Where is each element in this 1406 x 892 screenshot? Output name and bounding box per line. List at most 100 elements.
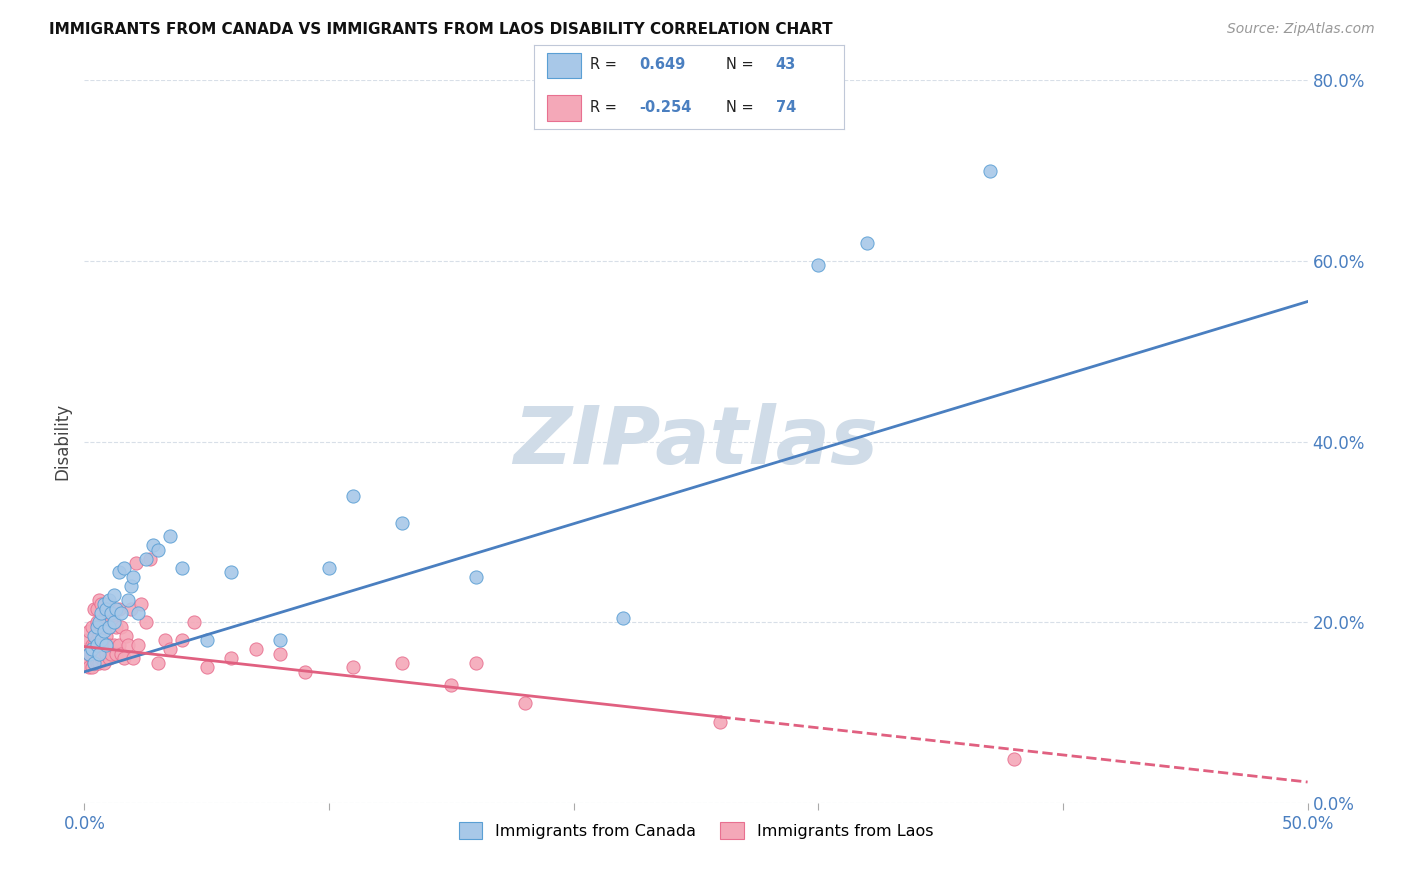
Point (77, 660, 100, 674)
Point (219, 651, 242, 665)
Point (77, 624, 100, 639)
Point (294, 665, 316, 679)
Point (83, 656, 105, 670)
Point (103, 588, 125, 602)
Point (80, 660, 103, 674)
Point (87, 629, 110, 643)
Point (159, 642, 181, 657)
Point (100, 606, 122, 620)
Text: R =: R = (591, 57, 617, 72)
Point (90, 624, 112, 639)
Point (440, 678, 463, 692)
Point (269, 647, 291, 661)
Point (125, 557, 148, 571)
Point (97, 638, 120, 652)
Point (86, 615, 108, 630)
Point (110, 620, 132, 634)
Point (172, 633, 194, 648)
Point (80, 647, 103, 661)
Point (342, 660, 364, 674)
Point (90, 597, 112, 611)
Point (159, 529, 181, 543)
Point (117, 592, 139, 607)
Point (100, 647, 122, 661)
Point (83, 647, 105, 661)
Point (117, 638, 139, 652)
Point (93, 624, 115, 639)
Point (93, 656, 115, 670)
Point (807, 259, 830, 273)
Point (103, 615, 125, 630)
Point (77, 647, 100, 661)
Text: 43: 43 (776, 57, 796, 72)
Point (97, 620, 120, 634)
Point (120, 601, 142, 615)
Point (86, 642, 108, 657)
Point (90, 638, 112, 652)
Text: N =: N = (725, 57, 754, 72)
Bar (547, 54, 581, 78)
Point (391, 656, 413, 670)
Point (86, 638, 108, 652)
Point (105, 647, 128, 661)
Point (709, 714, 731, 729)
Point (112, 651, 135, 665)
Point (100, 615, 122, 630)
Point (856, 235, 879, 250)
Point (112, 561, 135, 575)
Point (93, 597, 115, 611)
Point (269, 633, 291, 648)
Point (87, 592, 110, 607)
Point (103, 615, 125, 630)
Point (142, 538, 165, 552)
Text: -0.254: -0.254 (640, 100, 692, 115)
Point (122, 651, 145, 665)
Point (146, 542, 169, 557)
Point (90, 606, 112, 620)
Bar (547, 95, 581, 120)
Point (342, 489, 364, 503)
Y-axis label: Disability: Disability (53, 403, 72, 480)
Point (86, 601, 108, 615)
Point (127, 638, 149, 652)
Point (96, 629, 118, 643)
Point (146, 656, 169, 670)
Point (979, 163, 1001, 178)
Point (135, 615, 157, 630)
Point (464, 656, 486, 670)
Point (97, 651, 120, 665)
Point (83, 638, 105, 652)
Point (80, 642, 103, 657)
Point (86, 633, 108, 648)
Point (139, 552, 162, 566)
Point (90, 651, 112, 665)
Point (318, 561, 340, 575)
Point (105, 601, 128, 615)
Point (127, 606, 149, 620)
Point (103, 638, 125, 652)
Text: N =: N = (725, 100, 754, 115)
Point (93, 615, 115, 630)
Point (115, 629, 138, 643)
Point (107, 638, 129, 652)
Point (87, 615, 110, 630)
Legend: Immigrants from Canada, Immigrants from Laos: Immigrants from Canada, Immigrants from … (453, 816, 939, 846)
Text: R =: R = (591, 100, 617, 115)
Point (96, 638, 118, 652)
Point (195, 660, 218, 674)
Point (120, 579, 142, 593)
Point (96, 647, 118, 661)
Point (90, 633, 112, 648)
Point (110, 647, 132, 661)
Point (76, 656, 98, 670)
Point (87, 656, 110, 670)
Point (83, 629, 105, 643)
Point (110, 606, 132, 620)
Point (86, 620, 108, 634)
Point (391, 516, 413, 530)
Point (97, 592, 120, 607)
Point (83, 601, 105, 615)
Point (86, 656, 108, 670)
Point (122, 570, 145, 584)
Text: Source: ZipAtlas.com: Source: ZipAtlas.com (1227, 22, 1375, 37)
